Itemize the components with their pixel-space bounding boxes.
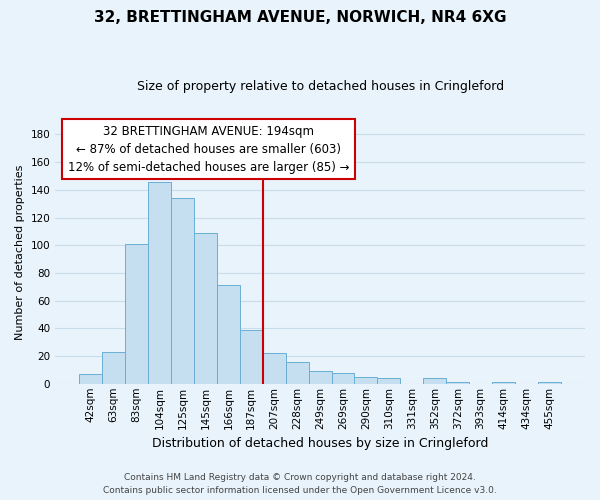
Y-axis label: Number of detached properties: Number of detached properties xyxy=(15,164,25,340)
Bar xyxy=(308,372,332,384)
Bar xyxy=(263,354,286,384)
Bar xyxy=(538,382,561,384)
Bar xyxy=(125,244,148,384)
Text: 32, BRETTINGHAM AVENUE, NORWICH, NR4 6XG: 32, BRETTINGHAM AVENUE, NORWICH, NR4 6XG xyxy=(94,10,506,25)
Title: Size of property relative to detached houses in Cringleford: Size of property relative to detached ho… xyxy=(137,80,503,93)
X-axis label: Distribution of detached houses by size in Cringleford: Distribution of detached houses by size … xyxy=(152,437,488,450)
Bar xyxy=(148,182,171,384)
Bar xyxy=(332,372,355,384)
Bar xyxy=(194,233,217,384)
Bar xyxy=(171,198,194,384)
Bar xyxy=(240,330,263,384)
Text: Contains HM Land Registry data © Crown copyright and database right 2024.
Contai: Contains HM Land Registry data © Crown c… xyxy=(103,474,497,495)
Bar xyxy=(377,378,400,384)
Bar xyxy=(79,374,102,384)
Bar xyxy=(102,352,125,384)
Bar xyxy=(423,378,446,384)
Bar xyxy=(217,286,240,384)
Text: 32 BRETTINGHAM AVENUE: 194sqm
← 87% of detached houses are smaller (603)
12% of : 32 BRETTINGHAM AVENUE: 194sqm ← 87% of d… xyxy=(68,124,350,174)
Bar xyxy=(492,382,515,384)
Bar xyxy=(446,382,469,384)
Bar xyxy=(355,377,377,384)
Bar xyxy=(286,362,308,384)
